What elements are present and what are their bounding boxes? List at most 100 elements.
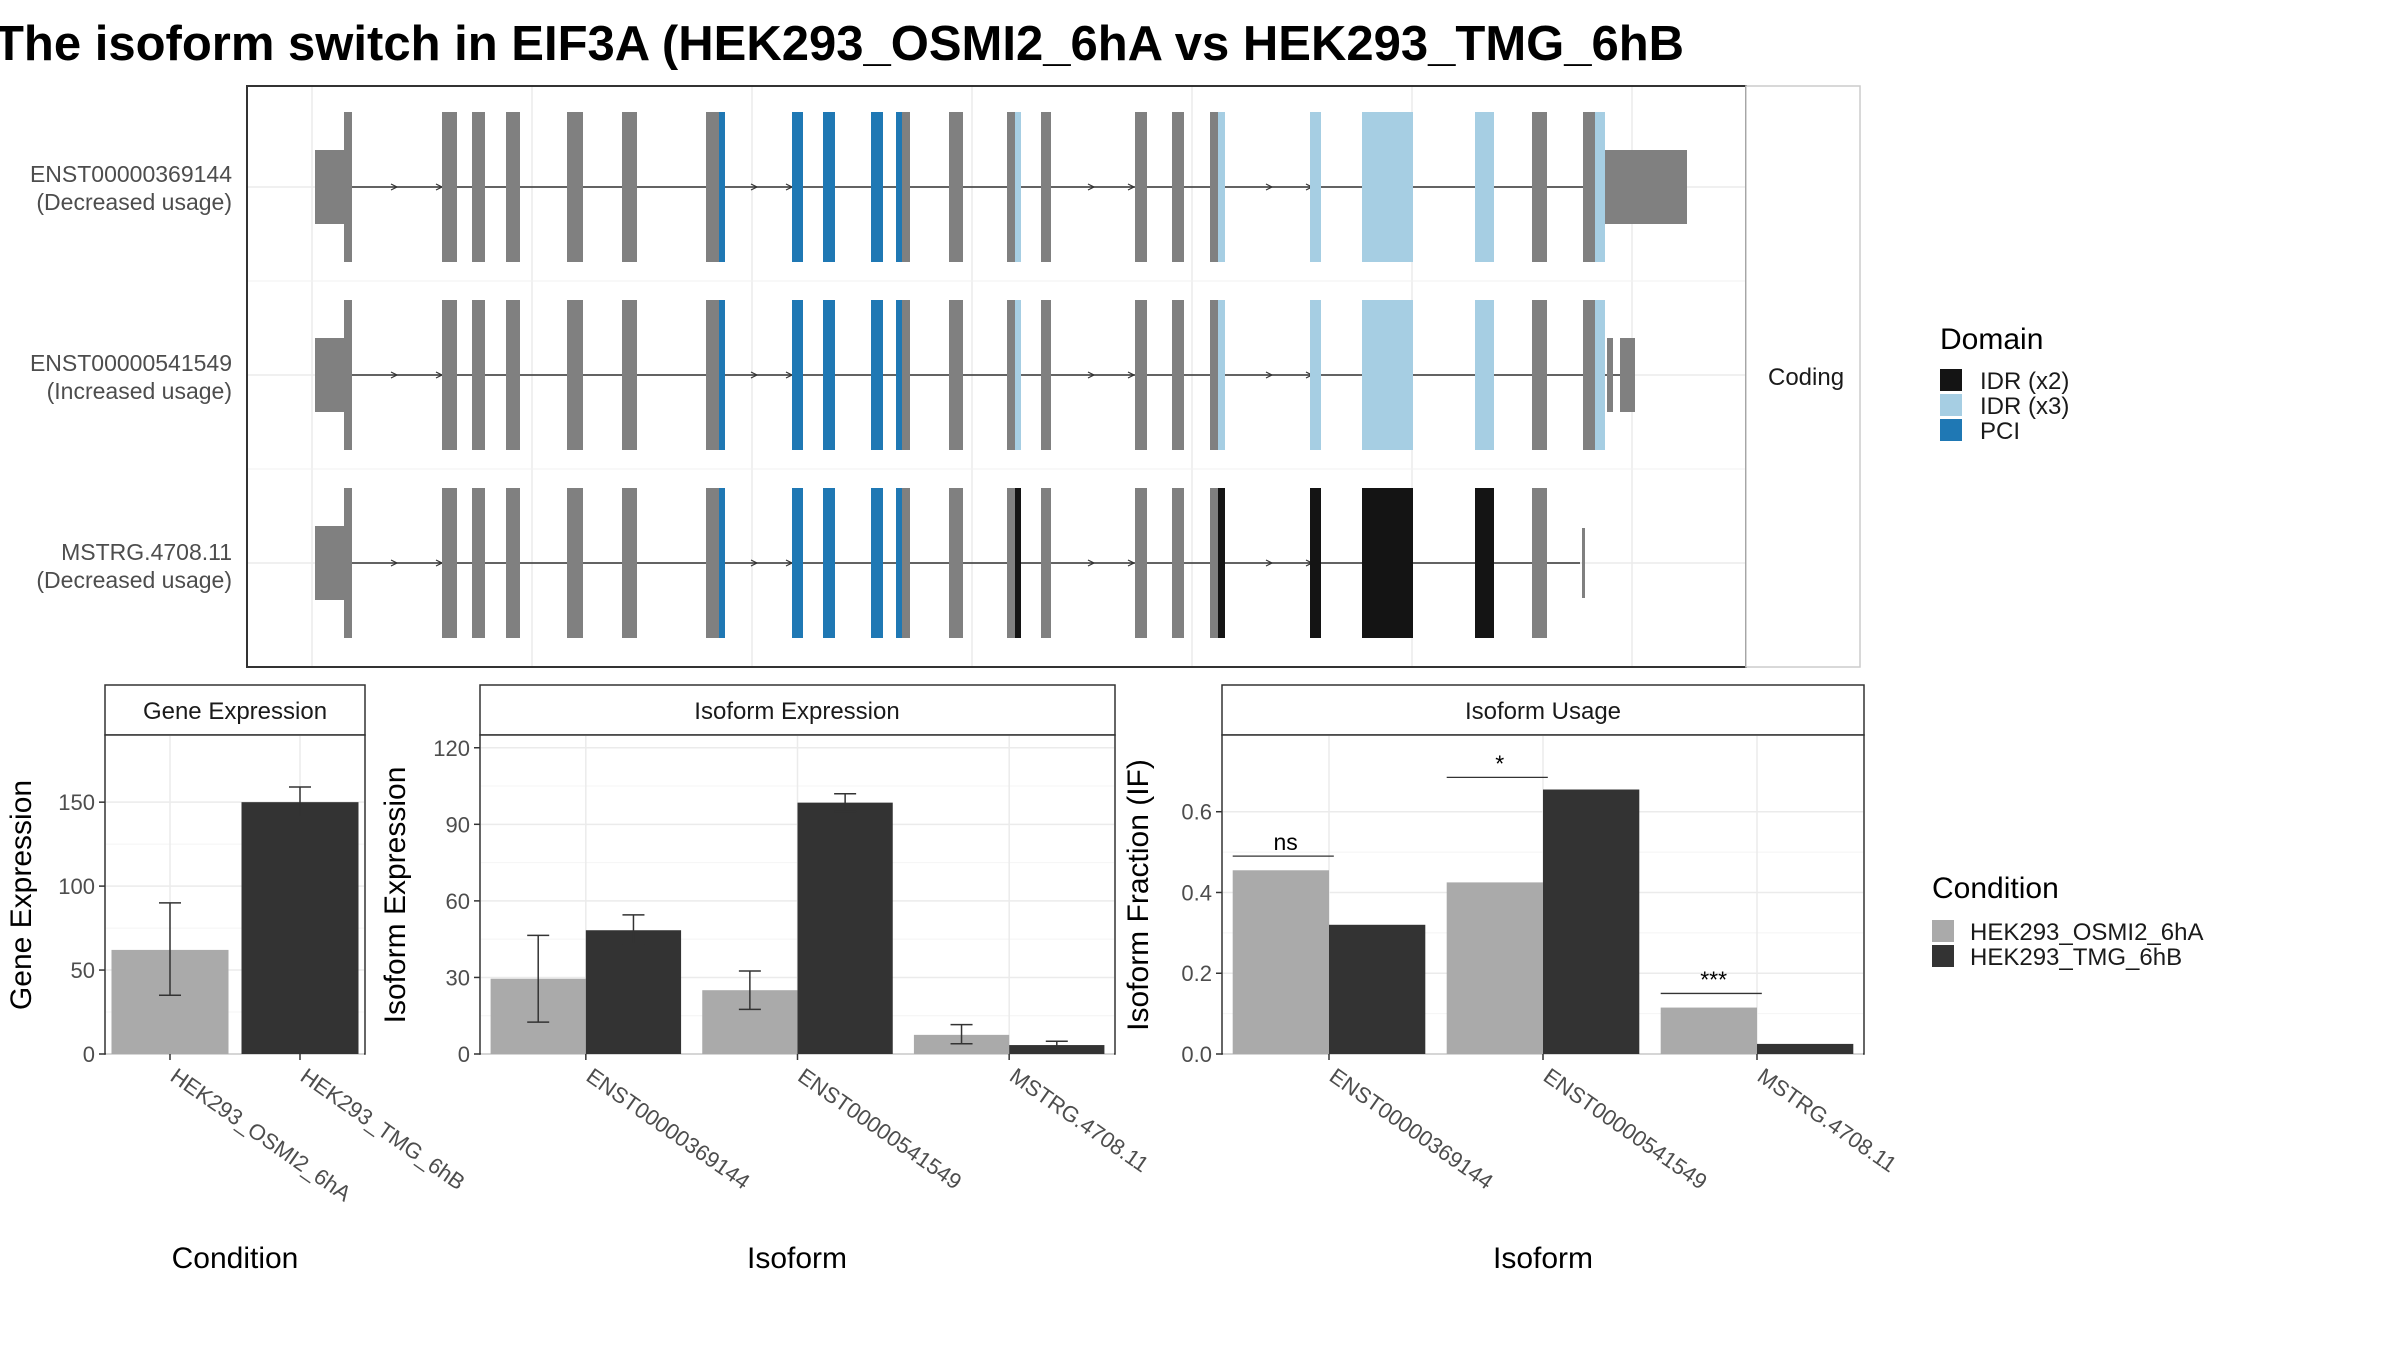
bar [1543,789,1640,1054]
x-tick-label: ENST00000541549 [794,1063,967,1194]
transcript-strand-arrow [1087,559,1096,567]
transcript-domain-pci [792,112,803,262]
significance-label: ns [1274,829,1298,855]
domain-legend-key-pci [1940,419,1962,441]
bar [1329,924,1426,1054]
transcript-domain-pci [792,488,803,638]
transcript-exon [1210,488,1218,638]
transcript-exon [1135,488,1147,638]
isoform-expression-strip [479,684,1116,736]
transcript-label-2-usage: (Increased usage) [47,378,232,404]
y-tick-label: 0 [83,1042,95,1067]
transcript-exon [1532,488,1547,638]
transcript-strand-arrow [1087,371,1096,379]
transcript-domain-pci [719,488,725,638]
isoform-usage-strip-title: Isoform Usage [1465,698,1621,725]
transcript-exon [442,300,457,450]
transcript-domain-idr-x2 [1310,488,1321,638]
transcript-exon [1135,300,1147,450]
condition-legend: Condition HEK293_OSMI2_6hA HEK293_TMG_6h… [1932,872,2203,971]
bar [1446,882,1543,1054]
transcript-utr-block [1620,338,1635,412]
transcript-strand-arrow [390,559,399,567]
bar [585,930,682,1054]
transcript-exon [1007,488,1015,638]
transcript-exon [622,300,637,450]
domain-legend-key-idr-x3 [1940,394,1962,416]
transcript-exon [1532,300,1547,450]
transcript-exon [706,488,719,638]
transcript-exon [1532,112,1547,262]
transcript-strand-arrow [750,183,759,191]
transcript-exon [506,488,520,638]
y-tick-label: 90 [446,812,470,837]
transcript-exon [1210,112,1218,262]
transcript-utr-block [315,150,345,224]
structure-tracks [315,112,1687,638]
transcript-label-1-id: ENST00000369144 [30,161,232,187]
transcript-domain-pci [823,112,835,262]
isoform-usage-x-title: Isoform [1493,1242,1593,1275]
x-tick-label: MSTRG.4708.11 [1005,1063,1153,1177]
transcript-domain-pci [719,300,725,450]
transcript-domain-idr-x2 [1362,488,1413,638]
transcript-domain-pci [871,488,883,638]
transcript-domain-idr-x2 [1475,488,1494,638]
bar [1660,1007,1757,1054]
y-tick-label: 30 [446,965,470,990]
transcript-domain-idr-x3 [1310,300,1321,450]
figure-title: The isoform switch in EIF3A (HEK293_OSMI… [0,17,1684,71]
transcript-exon [902,112,910,262]
domain-legend-label-pci: PCI [1980,418,2020,445]
gene-expression-strip [104,684,366,736]
transcript-exon [344,300,352,450]
transcript-domain-idr-x2 [1218,488,1225,638]
transcript-exon [344,112,352,262]
condition-legend-label-osmi2: HEK293_OSMI2_6hA [1970,919,2203,946]
isoform-expression-strip-title: Isoform Expression [694,698,899,725]
isoform-usage-marks: ns**** [1232,750,1854,1054]
y-tick-label: 60 [446,889,470,914]
transcript-exon [506,112,520,262]
transcript-utr-block [1607,338,1613,412]
transcript-exon [344,488,352,638]
transcript-domain-idr-x3 [1015,112,1021,262]
transcript-exon [902,300,910,450]
isoform-expression-marks [490,792,1105,1054]
bar [241,802,359,1054]
condition-legend-key-tmg [1932,945,1954,967]
transcript-domain-pci [896,488,902,638]
isoform-expression-x-ticks: ENST00000369144 ENST00000541549 MSTRG.4708… [582,1054,1153,1194]
transcript-strand-arrow [390,371,399,379]
isoform-expression-panel: Isoform Expression 0 30 60 90 120 ENST000003… [379,684,1153,1275]
transcript-strand-arrow [1127,559,1136,567]
structure-facet-label: Coding [1768,364,1844,391]
transcript-domain-idr-x3 [1362,112,1413,262]
transcript-exon [1172,300,1184,450]
y-tick-label: 120 [433,736,470,761]
isoform-expression-y-title: Isoform Expression [379,767,412,1024]
isoform-expression-x-title: Isoform [747,1242,847,1275]
gene-expression-y-title: Gene Expression [5,780,38,1010]
transcript-exon [442,112,457,262]
transcript-strand-arrow [1265,183,1274,191]
transcript-domain-pci [871,112,883,262]
x-tick-label: ENST00000541549 [1539,1063,1712,1194]
transcript-domain-pci [823,488,835,638]
transcript-strand-arrow [750,371,759,379]
transcript-utr-block [315,526,345,600]
transcript-domain-pci [871,300,883,450]
isoform-expression-y-ticks: 0 30 60 90 120 [433,736,480,1067]
transcript-domain-idr-x3 [1218,112,1225,262]
significance-label: * [1495,750,1504,776]
transcript-exon [949,488,963,638]
transcript-label-3-usage: (Decreased usage) [36,567,232,593]
significance-label: *** [1700,966,1727,992]
transcript-domain-idr-x3 [1362,300,1413,450]
y-tick-label: 0.4 [1181,880,1212,905]
x-tick-label: ENST00000369144 [1325,1063,1498,1194]
gene-expression-strip-title: Gene Expression [143,698,327,725]
transcript-utr-block [1605,150,1687,224]
transcript-domain-idr-x3 [1310,112,1321,262]
